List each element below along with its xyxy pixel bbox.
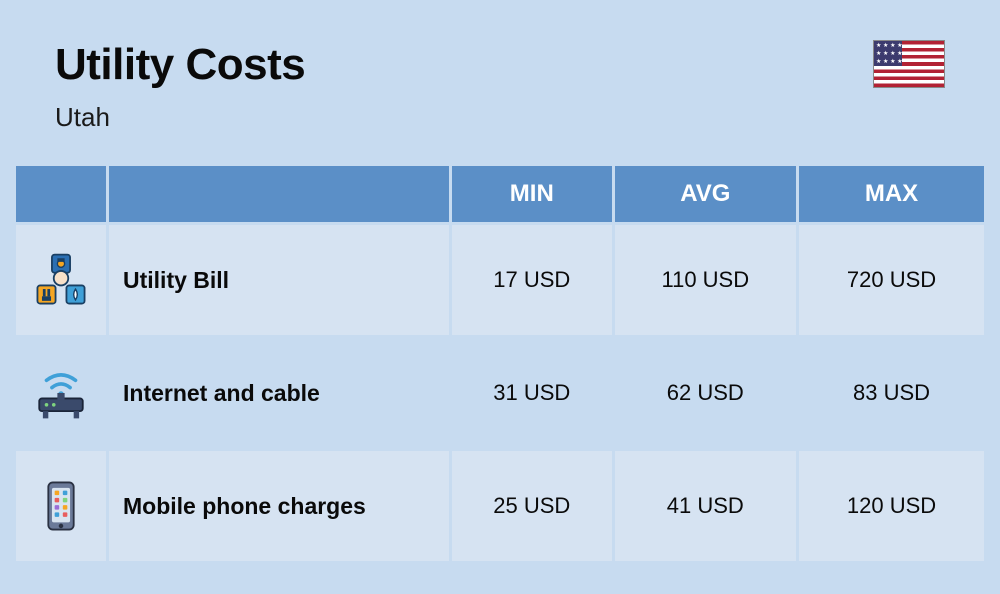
title-block: Utility Costs Utah xyxy=(55,40,305,133)
header-label-col xyxy=(109,166,449,222)
row-min: 17 USD xyxy=(452,225,612,335)
header-avg: AVG xyxy=(615,166,797,222)
mobile-phone-icon xyxy=(32,477,90,535)
usa-flag-icon xyxy=(873,40,945,88)
row-max: 83 USD xyxy=(799,338,984,448)
table-row: Mobile phone charges 25 USD 41 USD 120 U… xyxy=(16,451,984,561)
header: Utility Costs Utah xyxy=(0,0,1000,163)
row-min: 25 USD xyxy=(452,451,612,561)
row-label: Internet and cable xyxy=(109,338,449,448)
row-avg: 110 USD xyxy=(615,225,797,335)
subtitle: Utah xyxy=(55,102,305,133)
table-header-row: MIN AVG MAX xyxy=(16,166,984,222)
row-label: Utility Bill xyxy=(109,225,449,335)
utility-bill-icon xyxy=(32,251,90,309)
internet-cable-icon xyxy=(32,364,90,422)
page-title: Utility Costs xyxy=(55,40,305,90)
header-min: MIN xyxy=(452,166,612,222)
row-icon-cell xyxy=(16,451,106,561)
row-icon-cell xyxy=(16,225,106,335)
row-max: 120 USD xyxy=(799,451,984,561)
table-row: Utility Bill 17 USD 110 USD 720 USD xyxy=(16,225,984,335)
row-min: 31 USD xyxy=(452,338,612,448)
row-avg: 41 USD xyxy=(615,451,797,561)
row-icon-cell xyxy=(16,338,106,448)
header-max: MAX xyxy=(799,166,984,222)
row-label: Mobile phone charges xyxy=(109,451,449,561)
row-avg: 62 USD xyxy=(615,338,797,448)
cost-table: MIN AVG MAX xyxy=(0,163,1000,564)
row-max: 720 USD xyxy=(799,225,984,335)
header-icon-col xyxy=(16,166,106,222)
table-row: Internet and cable 31 USD 62 USD 83 USD xyxy=(16,338,984,448)
